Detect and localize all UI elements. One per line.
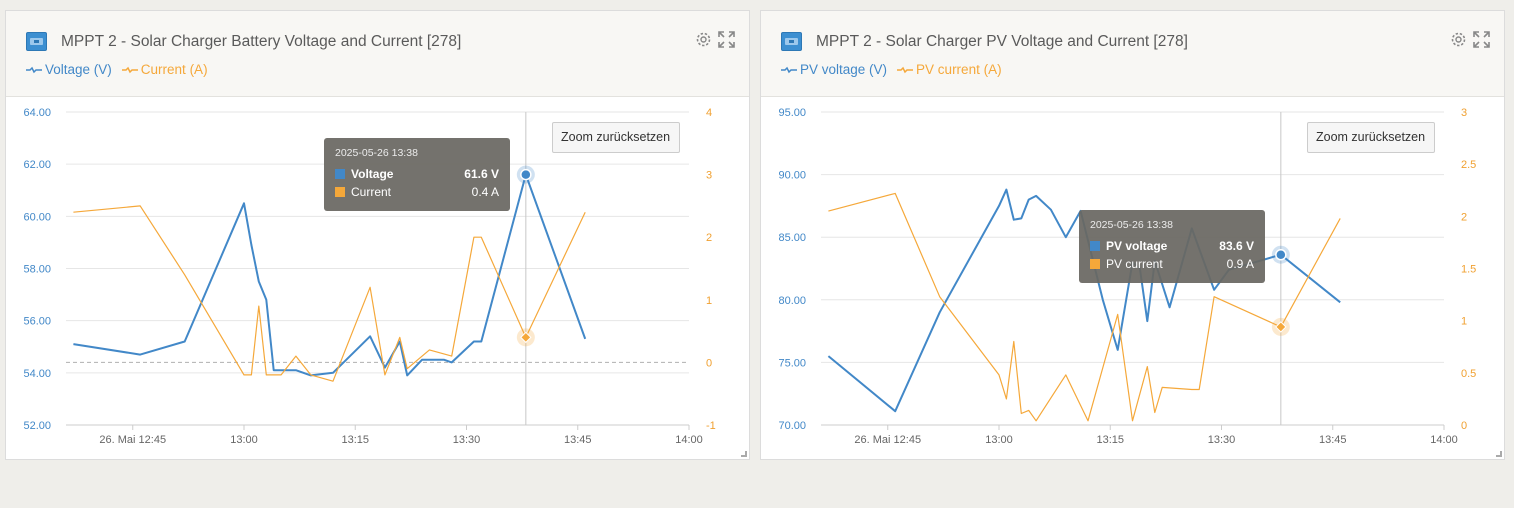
- color-swatch: [335, 169, 345, 179]
- y-left-tick-label: 75.00: [778, 357, 806, 369]
- y-left-tick-label: 85.00: [778, 232, 806, 244]
- y-right-tick-label: 0: [706, 357, 712, 369]
- chart-legend: PV voltage (V) PV current (A): [781, 62, 1002, 77]
- series-line-current: [73, 205, 586, 382]
- y-left-tick-label: 54.00: [23, 368, 51, 380]
- tooltip-date: 2025-05-26 13:38: [1090, 219, 1173, 231]
- y-left-tick-label: 62.00: [23, 159, 51, 171]
- tooltip-value: 61.6 V: [464, 167, 499, 181]
- color-swatch: [1090, 241, 1100, 251]
- tooltip-row-pv-voltage: PV voltage 83.6 V: [1090, 237, 1254, 255]
- tooltip-row-voltage: Voltage 61.6 V: [335, 165, 499, 183]
- tooltip-row-current: Current 0.4 A: [335, 183, 499, 201]
- y-left-tick-label: 80.00: [778, 295, 806, 307]
- y-left-tick-label: 60.00: [23, 211, 51, 223]
- x-tick-label: 13:30: [1208, 434, 1236, 446]
- line-series-icon: [26, 66, 42, 73]
- hover-marker-current: [1275, 321, 1287, 333]
- line-series-icon: [781, 66, 797, 73]
- header-icons: [695, 31, 735, 48]
- tooltip-value: 0.9 A: [1226, 257, 1254, 271]
- expand-icon[interactable]: [718, 31, 735, 48]
- solar-charger-icon: [26, 32, 47, 51]
- y-right-tick-label: 0.5: [1461, 368, 1476, 380]
- x-tick-label: 26. Mai 12:45: [99, 434, 166, 446]
- panel-header: MPPT 2 - Solar Charger Battery Voltage a…: [6, 11, 749, 97]
- chart-panel-battery: MPPT 2 - Solar Charger Battery Voltage a…: [5, 10, 750, 460]
- y-left-tick-label: 64.00: [23, 107, 51, 119]
- legend-label: Voltage (V): [45, 62, 112, 77]
- x-tick-label: 13:15: [1096, 434, 1124, 446]
- legend-item-current[interactable]: Current (A): [121, 62, 208, 77]
- x-tick-label: 13:45: [564, 434, 592, 446]
- tooltip-row-pv-current: PV current 0.9 A: [1090, 255, 1254, 273]
- tooltip-value: 83.6 V: [1219, 239, 1254, 253]
- color-swatch: [335, 187, 345, 197]
- reset-zoom-button[interactable]: Zoom zurücksetzen: [1307, 122, 1435, 153]
- tooltip-date: 2025-05-26 13:38: [335, 147, 418, 159]
- panel-title: MPPT 2 - Solar Charger Battery Voltage a…: [61, 33, 462, 50]
- x-tick-label: 14:00: [675, 434, 703, 446]
- y-left-tick-label: 58.00: [23, 264, 51, 276]
- y-right-tick-label: -1: [706, 420, 716, 432]
- x-tick-label: 13:15: [341, 434, 369, 446]
- line-series-icon: [121, 66, 138, 73]
- x-tick-label: 14:00: [1430, 434, 1458, 446]
- y-right-tick-label: 3: [1461, 107, 1467, 119]
- hover-marker-voltage: [1275, 248, 1287, 261]
- resize-handle[interactable]: [741, 451, 747, 457]
- chart-tooltip: 2025-05-26 13:38 PV voltage 83.6 V PV cu…: [1079, 210, 1265, 283]
- series-line-current: [828, 192, 1341, 422]
- chart-legend: Voltage (V) Current (A): [26, 62, 208, 77]
- tooltip-label: Current: [351, 185, 392, 199]
- tooltip-value: 0.4 A: [471, 185, 499, 199]
- line-series-icon: [897, 66, 914, 73]
- y-right-tick-label: 3: [706, 170, 712, 182]
- gear-icon[interactable]: [1450, 31, 1467, 48]
- x-tick-label: 26. Mai 12:45: [854, 434, 921, 446]
- legend-item-pv-voltage[interactable]: PV voltage (V): [781, 62, 887, 77]
- tooltip-label: PV voltage: [1106, 239, 1168, 253]
- legend-item-pv-current[interactable]: PV current (A): [897, 62, 1002, 77]
- hover-marker-current: [520, 331, 532, 344]
- legend-label: PV current (A): [916, 62, 1002, 77]
- x-tick-label: 13:30: [453, 434, 481, 446]
- y-right-tick-label: 1.5: [1461, 264, 1476, 276]
- y-right-tick-label: 4: [706, 107, 712, 119]
- legend-label: PV voltage (V): [800, 62, 888, 77]
- chart-panel-pv: MPPT 2 - Solar Charger PV Voltage and Cu…: [760, 10, 1505, 460]
- expand-icon[interactable]: [1473, 31, 1490, 48]
- reset-zoom-button[interactable]: Zoom zurücksetzen: [552, 122, 680, 153]
- y-left-tick-label: 52.00: [23, 420, 51, 432]
- x-tick-label: 13:00: [230, 434, 258, 446]
- hover-marker-voltage: [520, 168, 532, 181]
- y-right-tick-label: 2.5: [1461, 159, 1476, 171]
- resize-handle[interactable]: [1496, 451, 1502, 457]
- line-chart[interactable]: 70.00 75.00 80.00 85.00 90.00 95.00 0 0.5 1 1.5 2 2…: [761, 98, 1506, 461]
- tooltip-label: Voltage: [351, 167, 394, 181]
- tooltip-label: PV current: [1106, 257, 1163, 271]
- y-right-tick-label: 2: [706, 232, 712, 244]
- color-swatch: [1090, 259, 1100, 269]
- solar-charger-icon: [781, 32, 802, 51]
- panel-title: MPPT 2 - Solar Charger PV Voltage and Cu…: [816, 33, 1188, 50]
- y-right-tick-label: 0: [1461, 420, 1467, 432]
- x-tick-label: 13:00: [985, 434, 1013, 446]
- chart-tooltip: 2025-05-26 13:38 Voltage 61.6 V Current …: [324, 138, 510, 211]
- y-left-tick-label: 70.00: [778, 420, 806, 432]
- y-left-tick-label: 90.00: [778, 170, 806, 182]
- legend-label: Current (A): [140, 62, 208, 77]
- y-left-tick-label: 56.00: [23, 316, 51, 328]
- series-line-voltage: [73, 173, 587, 377]
- header-icons: [1450, 31, 1490, 48]
- y-right-tick-label: 1: [1461, 316, 1467, 328]
- legend-item-voltage[interactable]: Voltage (V): [26, 62, 112, 77]
- gear-icon[interactable]: [695, 31, 712, 48]
- y-left-tick-label: 95.00: [778, 107, 806, 119]
- panel-header: MPPT 2 - Solar Charger PV Voltage and Cu…: [761, 11, 1504, 97]
- y-right-tick-label: 2: [1461, 211, 1467, 223]
- x-tick-label: 13:45: [1319, 434, 1347, 446]
- y-right-tick-label: 1: [706, 295, 712, 307]
